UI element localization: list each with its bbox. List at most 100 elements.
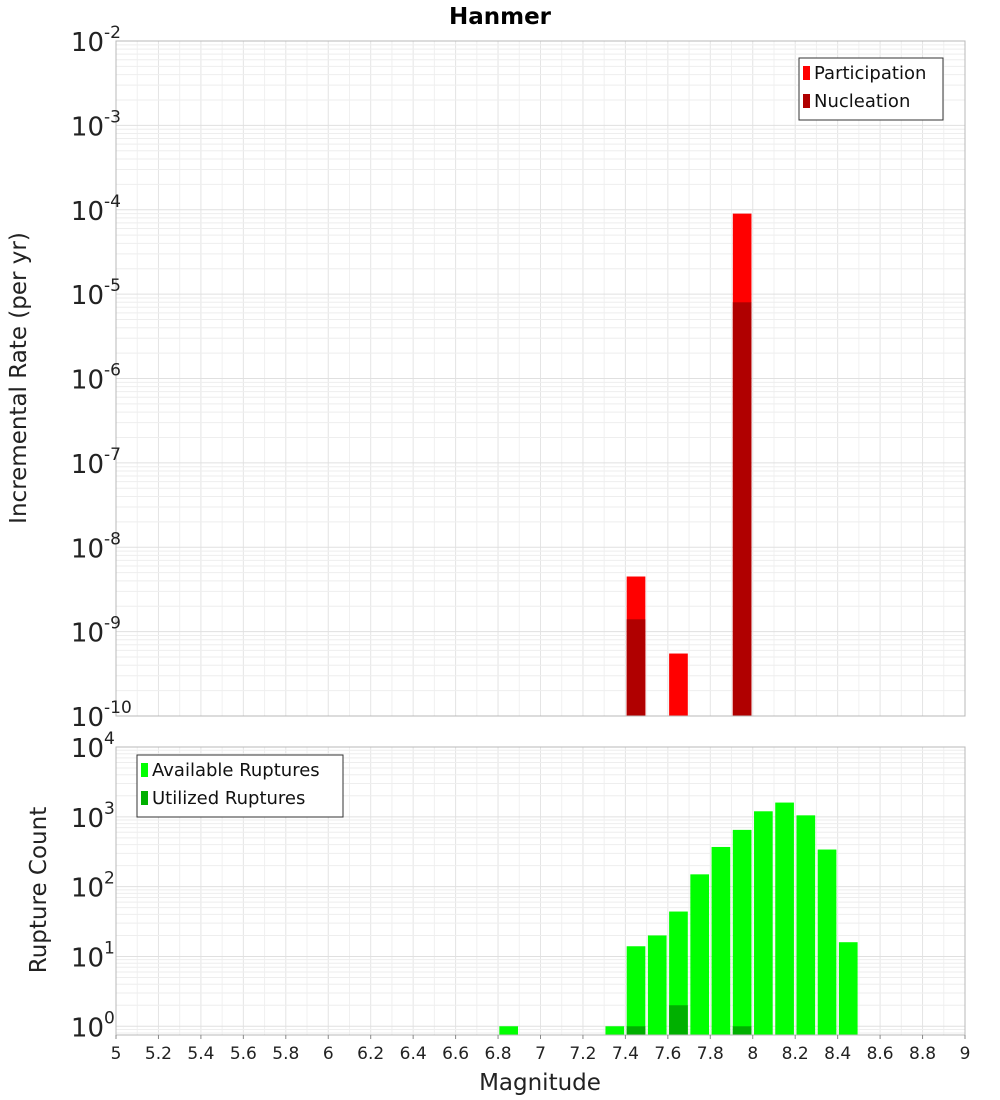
legend-entry: Utilized Ruptures (152, 788, 305, 809)
grid (115, 40, 966, 717)
legend: Participation Nucleation (798, 57, 944, 121)
series-utilized-ruptures (626, 1005, 752, 1035)
legend-box (798, 57, 944, 121)
plot-border (115, 40, 966, 717)
bar (605, 1026, 625, 1035)
x-tick-label: 5.4 (187, 1044, 214, 1064)
legend-swatch (141, 763, 148, 777)
y-tick-base: 10 (71, 874, 104, 904)
bar (499, 1026, 519, 1035)
bar (626, 946, 646, 1035)
x-tick-label: 7.8 (697, 1044, 724, 1064)
y-tick-label: 10 -9 (71, 614, 121, 649)
y-tick-label: 10 -7 (71, 445, 121, 480)
y-tick-base: 10 (71, 734, 104, 764)
x-tick-label: 7 (535, 1044, 546, 1064)
y-tick-label: 10 -3 (71, 107, 121, 142)
y-tick-label: 10 -2 (71, 23, 121, 58)
x-tick-label: 7.6 (654, 1044, 681, 1064)
y-tick-exponent: -2 (104, 23, 121, 43)
y-tick-exponent: 1 (104, 938, 115, 958)
bar (669, 1005, 688, 1035)
bar (626, 619, 646, 716)
x-tick-label: 6.6 (442, 1044, 469, 1064)
legend-swatch (803, 66, 810, 80)
bar (796, 815, 816, 1035)
legend-entry: Nucleation (814, 91, 910, 112)
y-tick-base: 10 (71, 1013, 104, 1043)
y-tick-exponent: 2 (104, 869, 115, 889)
y-tick-label: 10 -6 (71, 361, 121, 396)
bar (732, 1026, 752, 1035)
x-tick-label: 8 (747, 1044, 758, 1064)
y-tick-label: 10 -8 (71, 529, 121, 564)
top-y-axis-label: Incremental Rate (per yr) (6, 232, 32, 524)
y-tick-base: 10 (71, 703, 104, 733)
bar (626, 1026, 646, 1035)
legend: Available Ruptures Utilized Ruptures (136, 754, 344, 818)
incremental-rate-panel: 10-210-310-410-510-610-710-810-910 -10Par… (71, 23, 966, 733)
y-tick-exponent: 4 (104, 729, 115, 749)
x-tick-label: 6.8 (485, 1044, 512, 1064)
y-tick-base: 10 (71, 943, 104, 973)
legend-box (136, 754, 344, 818)
x-tick-label: 8.8 (909, 1044, 936, 1064)
y-tick-base: 10 (71, 619, 104, 649)
legend-entry: Participation (814, 63, 926, 84)
bar (775, 802, 794, 1035)
bar (732, 302, 752, 716)
bar (754, 811, 773, 1035)
y-tick-exponent: -4 (104, 192, 121, 212)
y-tick-exponent: -9 (104, 614, 121, 634)
y-tick-label: 10 -4 (71, 192, 121, 227)
x-axis-label: Magnitude (479, 1070, 601, 1096)
x-tick-label: 6.4 (400, 1044, 427, 1064)
legend-swatch (141, 791, 148, 805)
x-tick-label: 8.4 (824, 1044, 851, 1064)
y-tick-exponent: 0 (104, 1008, 115, 1028)
y-tick-base: 10 (71, 450, 104, 480)
bar (647, 935, 667, 1035)
y-tick-base: 10 (71, 366, 104, 396)
x-tick-label: 5.2 (145, 1044, 172, 1064)
bar (669, 653, 688, 716)
y-tick-exponent: -6 (104, 361, 121, 381)
y-tick-base: 10 (71, 112, 104, 142)
series-nucleation (626, 302, 752, 716)
y-tick-label: 10 0 (71, 1008, 115, 1043)
y-tick-exponent: -3 (104, 107, 121, 127)
x-tick-label: 6.2 (357, 1044, 384, 1064)
y-tick-label: 10 1 (71, 938, 115, 973)
y-tick-base: 10 (71, 804, 104, 834)
x-tick-label: 5 (111, 1044, 122, 1064)
chart-title: Hanmer (449, 4, 552, 30)
x-tick-label: 6 (323, 1044, 334, 1064)
legend-swatch (803, 94, 810, 108)
x-tick-label: 8.2 (782, 1044, 809, 1064)
y-tick-base: 10 (71, 28, 104, 58)
x-tick-label: 7.2 (569, 1044, 596, 1064)
bar (838, 942, 858, 1035)
y-tick-label: 10 -5 (71, 276, 121, 311)
bottom-y-axis-label: Rupture Count (26, 807, 52, 973)
series-available-ruptures (499, 802, 858, 1035)
y-tick-label: 10 2 (71, 869, 115, 904)
bar (690, 874, 710, 1035)
bar (711, 846, 731, 1035)
y-tick-exponent: -8 (104, 529, 121, 549)
y-tick-label: 10 3 (71, 799, 115, 834)
y-tick-label: 10 -10 (71, 698, 132, 733)
legend-entry: Available Ruptures (152, 760, 320, 781)
x-tick-label: 8.6 (867, 1044, 894, 1064)
x-tick-label: 5.8 (272, 1044, 299, 1064)
y-tick-exponent: -5 (104, 276, 121, 296)
bar (817, 849, 837, 1035)
y-tick-exponent: 3 (104, 799, 115, 819)
x-tick-label: 5.6 (230, 1044, 257, 1064)
bar (732, 829, 752, 1035)
y-tick-label: 10 4 (71, 729, 115, 764)
y-tick-exponent: -7 (104, 445, 121, 465)
x-tick-label: 7.4 (612, 1044, 639, 1064)
